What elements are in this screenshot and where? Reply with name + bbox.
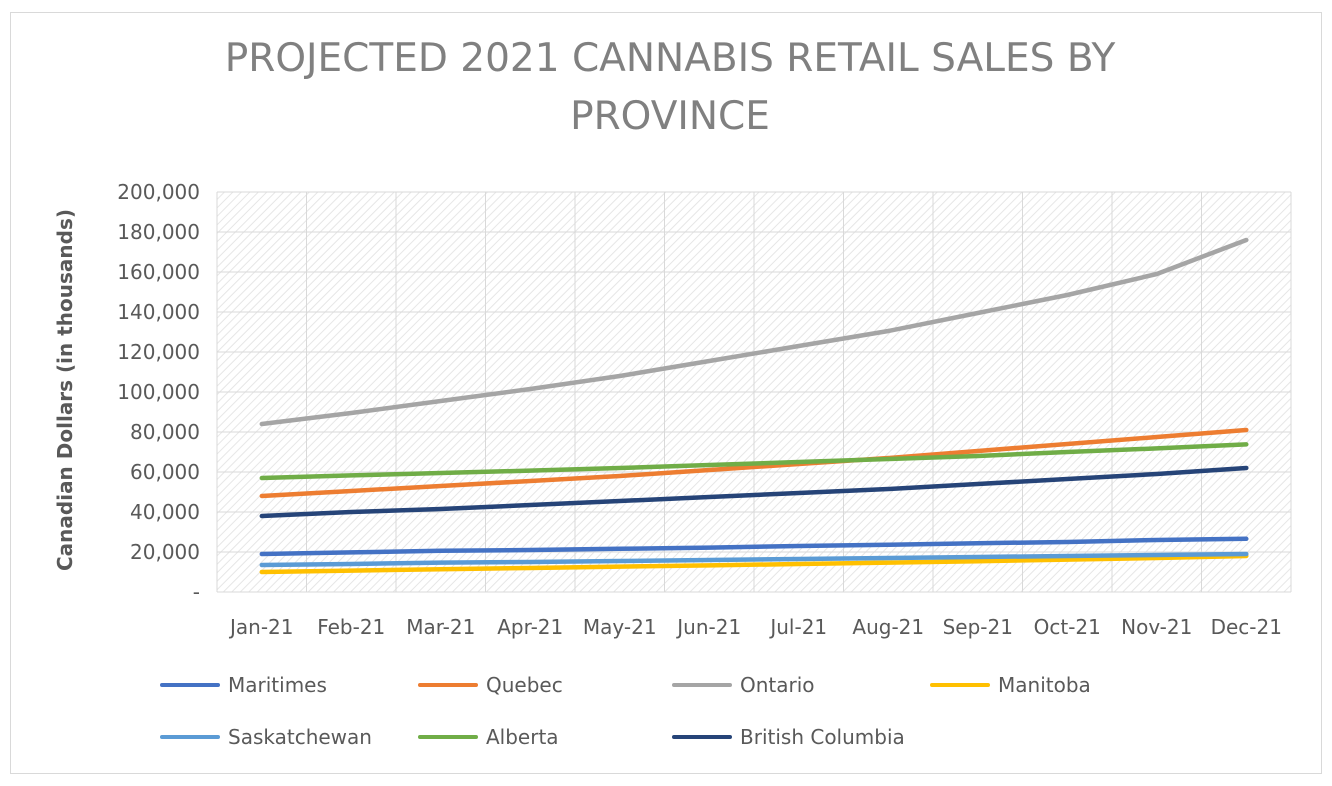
legend-swatch [930,683,990,687]
y-tick-label: 20,000 [130,540,200,564]
x-tick-label: Jul-21 [768,615,827,639]
y-tick-label: 180,000 [117,220,200,244]
legend-label: Saskatchewan [228,725,372,749]
series-line-ontario [259,237,1249,427]
x-tick-label: Jun-21 [675,615,741,639]
x-tick-label: Aug-21 [852,615,924,639]
legend-swatch [160,683,220,687]
legend-swatch [672,683,732,687]
x-tick-label: Sep-21 [943,615,1013,639]
y-tick-label: 160,000 [117,260,200,284]
legend-label: Quebec [486,673,563,697]
x-tick-label: Mar-21 [406,615,475,639]
legend-item-quebec: Quebec [418,670,563,700]
legend-label: Maritimes [228,673,327,697]
series-line-maritimes [259,536,1249,557]
x-tick-label: Feb-21 [317,615,385,639]
legend-swatch [672,735,732,739]
x-tick-label: Jan-21 [228,615,294,639]
legend-label: Alberta [486,725,559,749]
x-tick-label: Oct-21 [1034,615,1101,639]
y-tick-label: 140,000 [117,300,200,324]
series-line-saskatchewan [259,551,1249,568]
y-tick-label: 60,000 [130,460,200,484]
y-tick-label: 80,000 [130,420,200,444]
legend-item-maritimes: Maritimes [160,670,327,700]
legend-label: Ontario [740,673,815,697]
x-tick-label: Nov-21 [1121,615,1192,639]
legend-item-manitoba: Manitoba [930,670,1091,700]
y-tick-label: 100,000 [117,380,200,404]
legend-item-british-columbia: British Columbia [672,722,905,752]
series-line-quebec [259,427,1249,499]
series-line-british-columbia [259,465,1249,519]
x-tick-label: May-21 [583,615,657,639]
legend-swatch [418,683,478,687]
y-tick-label: 40,000 [130,500,200,524]
legend-label: Manitoba [998,673,1091,697]
chart-title: PROJECTED 2021 CANNABIS RETAIL SALES BY … [224,36,1116,139]
legend-item-saskatchewan: Saskatchewan [160,722,372,752]
x-tick-label: Apr-21 [497,615,563,639]
legend-label: British Columbia [740,725,905,749]
legend: Maritimes Quebec Ontario Manitoba Saskatchew… [160,670,1160,770]
legend-item-ontario: Ontario [672,670,815,700]
y-tick-label: 200,000 [117,180,200,204]
y-tick-label: - [193,580,200,604]
y-tick-label: 120,000 [117,340,200,364]
series-line-manitoba [259,553,1249,575]
x-tick-label: Dec-21 [1211,615,1282,639]
legend-swatch [160,735,220,739]
series-line-alberta [259,442,1249,481]
legend-swatch [418,735,478,739]
legend-item-alberta: Alberta [418,722,559,752]
